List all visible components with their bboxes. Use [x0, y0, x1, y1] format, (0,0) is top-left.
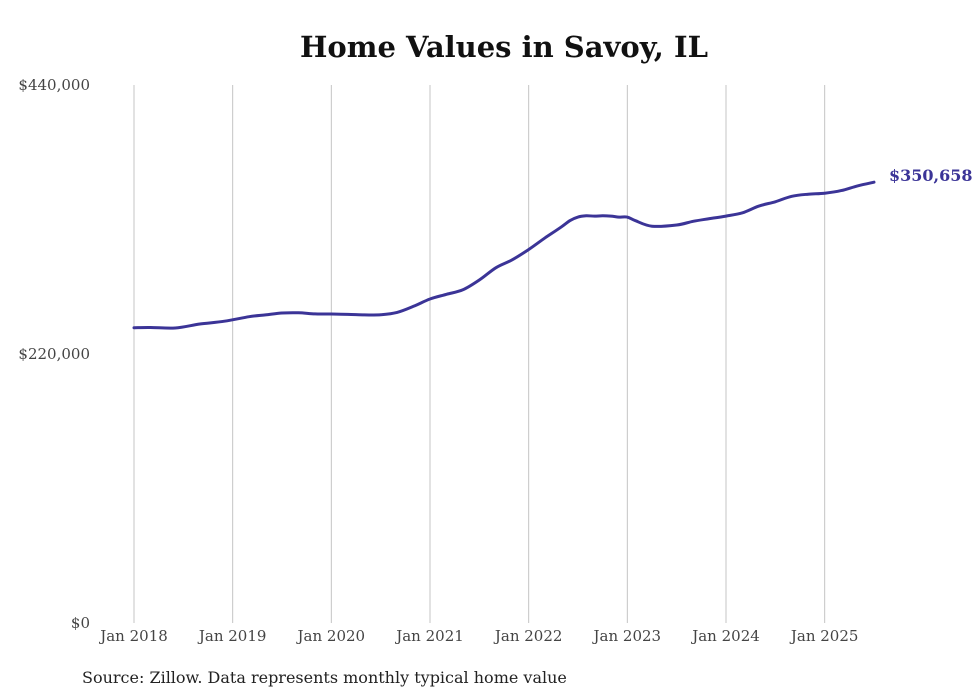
line-chart: $0$220,000$440,000 Jan 2018 Jan 2019 Jan 2…	[18, 76, 973, 645]
x-tick-label: Jan 2020	[296, 627, 366, 645]
series-layer	[132, 180, 876, 330]
x-tick-label: Jan 2025	[789, 627, 859, 645]
y-tick-label: $440,000	[18, 76, 90, 94]
x-tick-label: Jan 2021	[394, 627, 464, 645]
x-tick-label: Jan 2024	[690, 627, 760, 645]
gridlines	[133, 85, 826, 623]
end-value-label: $350,658	[889, 166, 973, 185]
x-tick-label: Jan 2018	[98, 627, 168, 645]
x-axis-ticks: Jan 2018 Jan 2019 Jan 2020 Jan 2021 Jan 2022…	[98, 627, 858, 645]
y-tick-label: $220,000	[18, 345, 90, 363]
y-axis-ticks: $0 $220,000 $440,000	[18, 76, 90, 632]
x-tick-label: Jan 2023	[592, 627, 662, 645]
source-note: Source: Zillow. Data represents monthly …	[82, 668, 567, 687]
chart-title: Home Values in Savoy, IL	[300, 30, 708, 64]
series-line-0	[132, 180, 876, 330]
y-tick-label: $0	[71, 614, 90, 632]
x-tick-label: Jan 2019	[197, 627, 267, 645]
x-tick-label: Jan 2022	[493, 627, 563, 645]
